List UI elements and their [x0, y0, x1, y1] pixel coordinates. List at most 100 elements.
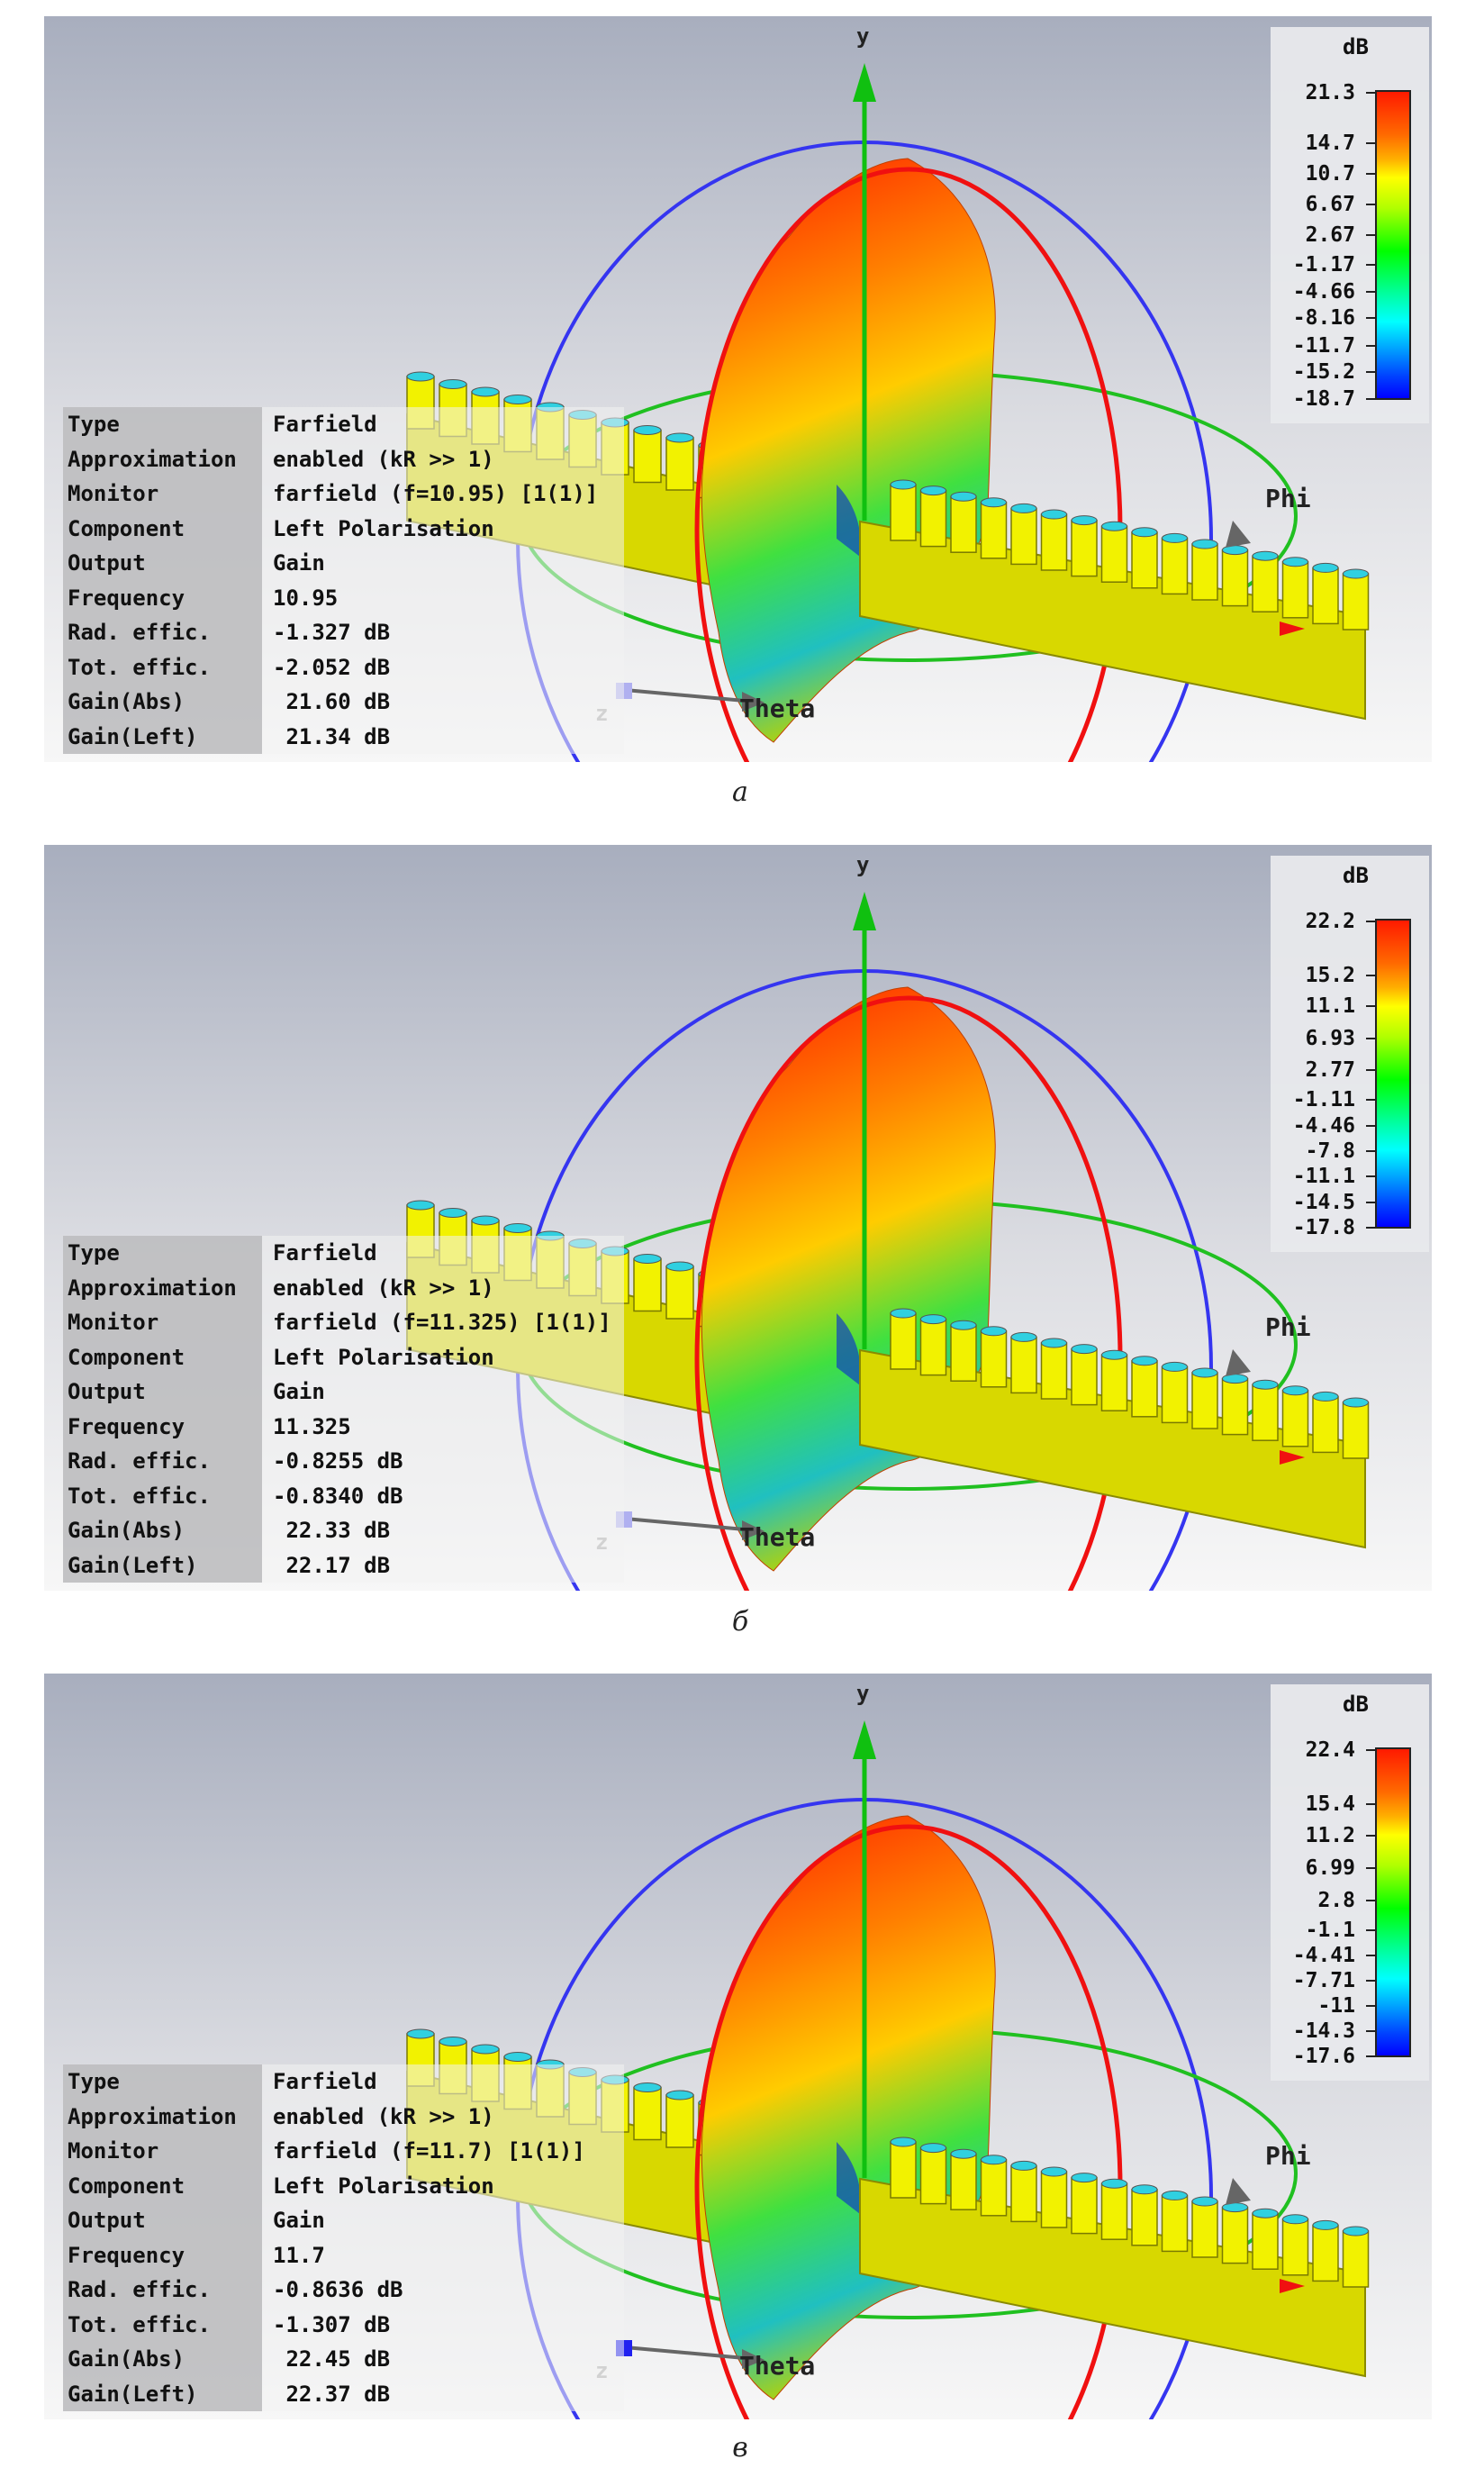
horn-element — [1100, 2178, 1128, 2240]
farfield-info-table: Type Farfield Approximation enabled (kR >> … — [63, 2064, 624, 2411]
info-row: Gain(Abs) 21.60 dB — [63, 685, 624, 720]
info-key: Frequency — [63, 1409, 262, 1444]
horn-element — [1071, 1344, 1098, 1406]
legend-tick-label: -17.8 — [1292, 1216, 1355, 1239]
farfield-3d-view[interactable]: yzPhiThetadB21.314.710.76.672.67-1.17-4.… — [44, 16, 1432, 762]
info-row: Monitor farfield (f=11.325) [1(1)] — [63, 1305, 624, 1340]
info-row: Type Farfield — [63, 1236, 624, 1271]
legend-tick-label: 2.77 — [1305, 1058, 1355, 1083]
info-row: Rad. effic. -0.8255 dB — [63, 1444, 624, 1479]
info-key: Approximation — [63, 1270, 262, 1305]
phi-arrow-icon — [1226, 2178, 1251, 2205]
info-value: 21.34 dB — [262, 719, 624, 754]
info-row: Output Gain — [63, 546, 624, 581]
info-row: Component Left Polarisation — [63, 1339, 624, 1375]
legend-tick — [1366, 317, 1377, 320]
info-key: Frequency — [63, 2237, 262, 2273]
legend-tick — [1366, 1802, 1377, 1805]
info-row: Type Farfield — [63, 2064, 624, 2100]
phi-arrow-icon — [1226, 521, 1251, 548]
info-row: Tot. effic. -2.052 dB — [63, 649, 624, 685]
horn-element — [980, 1326, 1008, 1388]
info-row: Rad. effic. -1.327 dB — [63, 615, 624, 650]
y-axis-label: y — [856, 23, 869, 49]
farfield-info-table: Type Farfield Approximation enabled (kR >> … — [63, 407, 624, 754]
info-row: Approximation enabled (kR >> 1) — [63, 441, 624, 476]
info-value: -2.052 dB — [262, 649, 624, 685]
legend-tick-label: -11.1 — [1292, 1165, 1355, 1189]
farfield-3d-view[interactable]: yzPhiThetadB22.415.411.26.992.8-1.1-4.41… — [44, 1674, 1432, 2419]
horn-element — [1281, 557, 1309, 619]
horn-element — [919, 2143, 947, 2205]
info-key: Monitor — [63, 476, 262, 512]
info-value: Farfield — [262, 2064, 624, 2100]
horn-element — [950, 491, 977, 553]
info-value: Gain — [262, 546, 624, 581]
info-row: Gain(Left) 22.17 dB — [63, 1547, 624, 1583]
info-row: Frequency 11.325 — [63, 1409, 624, 1444]
legend-tick — [1366, 2029, 1377, 2032]
legend-tick — [1366, 1749, 1377, 1751]
theta-label: Theta — [739, 2351, 815, 2381]
legend-tick — [1366, 290, 1377, 293]
info-key: Type — [63, 2064, 262, 2100]
legend-tick — [1366, 2055, 1377, 2057]
horn-element — [1252, 1379, 1279, 1441]
y-axis-arrow-icon — [853, 892, 876, 930]
legend-tick-label: 11.1 — [1305, 994, 1355, 1019]
y-axis-arrow-icon — [853, 63, 876, 102]
y-axis-label: y — [856, 852, 869, 877]
horn-element — [1312, 1391, 1339, 1454]
info-value: 22.37 dB — [262, 2376, 624, 2411]
legend-tick — [1366, 1150, 1377, 1152]
horn-element — [1161, 2190, 1189, 2253]
color-bar — [1375, 919, 1411, 1229]
legend-tick — [1366, 974, 1377, 976]
legend-tick-label: -17.6 — [1292, 2045, 1355, 2068]
info-value: -1.327 dB — [262, 615, 624, 650]
info-value: enabled (kR >> 1) — [262, 441, 624, 476]
horn-element — [1252, 2208, 1279, 2270]
horn-element — [1010, 503, 1037, 566]
legend-tick-label: -4.41 — [1292, 1943, 1355, 1967]
horn-element — [633, 2082, 662, 2141]
legend-tick-label: -4.46 — [1292, 1113, 1355, 1138]
theta-arrow-icon — [742, 1520, 765, 1540]
horn-element — [1071, 2173, 1098, 2235]
legend-tick — [1366, 1835, 1377, 1837]
info-value: 11.7 — [262, 2237, 624, 2273]
info-value: 22.17 dB — [262, 1547, 624, 1583]
info-row: Frequency 10.95 — [63, 580, 624, 615]
info-value: enabled (kR >> 1) — [262, 1270, 624, 1305]
info-row: Tot. effic. -1.307 dB — [63, 2307, 624, 2342]
info-row: Gain(Left) 22.37 dB — [63, 2376, 624, 2411]
horn-element — [890, 1308, 917, 1370]
info-row: Gain(Abs) 22.45 dB — [63, 2342, 624, 2377]
info-key: Tot. effic. — [63, 1478, 262, 1513]
legend-tick-label: 15.4 — [1305, 1792, 1355, 1816]
legend-tick — [1366, 204, 1377, 206]
farfield-info-table: Type Farfield Approximation enabled (kR >> … — [63, 1236, 624, 1583]
farfield-3d-view[interactable]: yzPhiThetadB22.215.211.16.932.77-1.11-4.… — [44, 845, 1432, 1591]
legend-tick-label: 2.8 — [1317, 1888, 1355, 1912]
color-bar — [1375, 90, 1411, 400]
info-key: Gain(Abs) — [63, 2342, 262, 2377]
info-key: Approximation — [63, 441, 262, 476]
horn-element — [980, 497, 1008, 559]
horn-element — [633, 425, 662, 484]
info-row: Monitor farfield (f=11.7) [1(1)] — [63, 2134, 624, 2169]
info-key: Rad. effic. — [63, 2273, 262, 2308]
legend-tick — [1366, 1175, 1377, 1178]
horn-element — [919, 1314, 947, 1376]
horn-element — [633, 1254, 662, 1312]
info-key: Component — [63, 1339, 262, 1375]
phi-label: Phi — [1265, 2141, 1311, 2171]
info-value: 11.325 — [262, 1409, 624, 1444]
theta-label: Theta — [739, 1522, 815, 1552]
horn-element — [1040, 2166, 1068, 2228]
legend-tick-label: 15.2 — [1305, 963, 1355, 987]
horn-element — [1071, 515, 1098, 577]
info-value: Gain — [262, 2203, 624, 2238]
phi-label: Phi — [1265, 484, 1311, 513]
info-key: Output — [63, 1375, 262, 1410]
